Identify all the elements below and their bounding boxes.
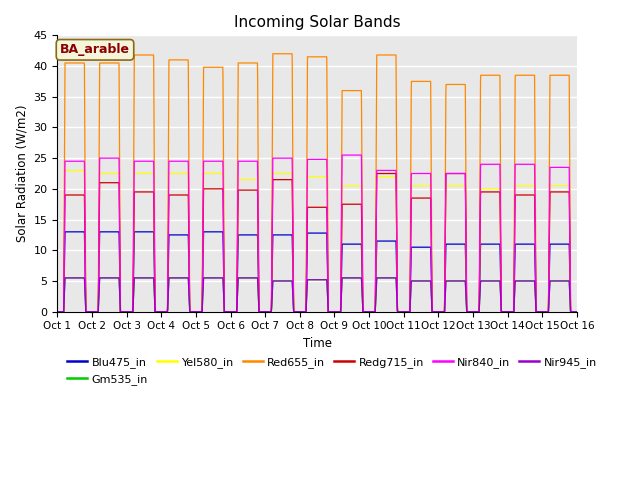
Gm535_in <box>253 275 260 281</box>
Yel580_in <box>573 309 580 314</box>
Gm535_in <box>573 309 580 314</box>
Redg715_in <box>573 309 580 314</box>
Nir945_in <box>54 309 61 314</box>
Nir840_in <box>253 158 260 164</box>
Gm535_in <box>61 275 69 281</box>
Nir840_in <box>143 158 151 164</box>
Line: Red655_in: Red655_in <box>58 54 577 312</box>
Gm535_in <box>113 275 121 281</box>
Nir945_in <box>563 278 571 284</box>
Gm535_in <box>54 309 61 314</box>
Redg715_in <box>563 189 571 195</box>
Line: Nir840_in: Nir840_in <box>58 155 577 312</box>
Title: Incoming Solar Bands: Incoming Solar Bands <box>234 15 401 30</box>
Redg715_in <box>143 189 151 195</box>
Line: Gm535_in: Gm535_in <box>58 278 577 312</box>
Red655_in <box>573 309 580 314</box>
Nir945_in <box>113 275 121 281</box>
Red655_in <box>253 60 260 66</box>
Nir840_in <box>113 155 120 161</box>
Yel580_in <box>507 309 515 314</box>
Yel580_in <box>113 170 121 176</box>
Yel580_in <box>144 170 152 176</box>
X-axis label: Time: Time <box>303 337 332 350</box>
Red655_in <box>507 309 515 314</box>
Nir840_in <box>507 309 515 314</box>
Yel580_in <box>253 177 260 182</box>
Red655_in <box>275 51 283 57</box>
Nir945_in <box>573 309 580 314</box>
Blu475_in <box>61 229 69 235</box>
Text: BA_arable: BA_arable <box>60 43 130 56</box>
Line: Redg715_in: Redg715_in <box>58 173 577 312</box>
Nir840_in <box>573 309 580 314</box>
Blu475_in <box>563 241 571 247</box>
Redg715_in <box>507 309 515 314</box>
Nir945_in <box>253 275 260 281</box>
Redg715_in <box>373 170 381 176</box>
Blu475_in <box>144 229 152 235</box>
Nir840_in <box>54 309 61 314</box>
Blu475_in <box>253 232 260 238</box>
Yel580_in <box>61 168 69 173</box>
Redg715_in <box>275 177 283 182</box>
Nir840_in <box>275 155 283 161</box>
Redg715_in <box>113 180 120 186</box>
Gm535_in <box>507 309 515 314</box>
Blu475_in <box>507 309 515 314</box>
Gm535_in <box>144 275 152 281</box>
Line: Yel580_in: Yel580_in <box>58 170 577 312</box>
Red655_in <box>563 72 571 78</box>
Nir945_in <box>61 275 69 281</box>
Blu475_in <box>275 232 283 238</box>
Nir945_in <box>507 309 515 314</box>
Gm535_in <box>275 278 283 284</box>
Red655_in <box>113 60 120 66</box>
Yel580_in <box>275 170 283 176</box>
Line: Nir945_in: Nir945_in <box>58 278 577 312</box>
Red655_in <box>269 51 276 57</box>
Yel580_in <box>563 183 571 189</box>
Nir945_in <box>144 275 152 281</box>
Line: Blu475_in: Blu475_in <box>58 232 577 312</box>
Blu475_in <box>113 229 121 235</box>
Blu475_in <box>54 309 61 314</box>
Gm535_in <box>563 278 571 284</box>
Y-axis label: Solar Radiation (W/m2): Solar Radiation (W/m2) <box>15 105 28 242</box>
Blu475_in <box>573 309 580 314</box>
Nir840_in <box>339 152 346 158</box>
Legend: Blu475_in, Gm535_in, Yel580_in, Red655_in, Redg715_in, Nir840_in, Nir945_in: Blu475_in, Gm535_in, Yel580_in, Red655_i… <box>63 353 602 389</box>
Red655_in <box>143 52 151 58</box>
Redg715_in <box>54 309 61 314</box>
Redg715_in <box>253 187 260 193</box>
Nir840_in <box>563 165 571 170</box>
Nir945_in <box>275 278 283 284</box>
Yel580_in <box>54 309 61 314</box>
Red655_in <box>54 309 61 314</box>
